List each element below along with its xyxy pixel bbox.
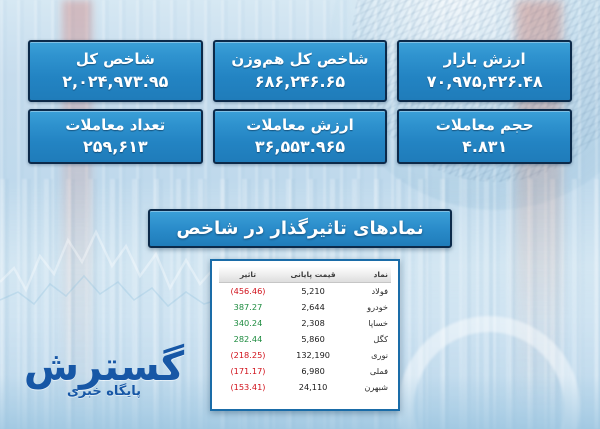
cell-closing-price: 5,210 — [301, 286, 325, 296]
kpi-value: ۳۶,۵۵۳.۹۶۵ — [254, 137, 346, 157]
logo-name: گسترش — [23, 344, 185, 390]
cell-closing-price: 2,308 — [301, 318, 325, 328]
kpi-row-1: ارزش بازار ۷۰,۹۷۵,۴۲۶.۴۸ شاخص کل هم‌وزن … — [27, 40, 572, 102]
kpi-card-trade-value[interactable]: ارزش معاملات ۳۶,۵۵۳.۹۶۵ — [212, 109, 388, 164]
kpi-value: ۷۰,۹۷۵,۴۲۶.۴۸ — [426, 71, 543, 91]
column-header-impact: تاثیر — [219, 267, 277, 283]
kpi-value: ۲۵۹,۶۱۳ — [82, 137, 148, 157]
table-row[interactable]: فولاد 5,210 (456.46) — [219, 283, 391, 300]
kpi-title: شاخص کل — [75, 50, 155, 69]
table-row[interactable]: کگل 5,860 282.44 — [219, 331, 391, 347]
kpi-cards-container: ارزش بازار ۷۰,۹۷۵,۴۲۶.۴۸ شاخص کل هم‌وزن … — [27, 40, 572, 171]
cell-symbol: شبهرن — [364, 382, 388, 392]
table-row[interactable]: شبهرن 24,110 (153.41) — [219, 379, 391, 395]
cell-impact: 282.44 — [233, 334, 263, 344]
background-line-chart — [0, 229, 230, 308]
cell-impact: (456.46) — [230, 286, 266, 296]
table-row[interactable]: خساپا 2,308 340.24 — [219, 315, 391, 331]
cell-symbol: خودرو — [367, 302, 388, 312]
table-body: فولاد 5,210 (456.46) خودرو 2,644 387.27 خساپا 2… — [219, 283, 391, 396]
table-header-row: نماد قیمت پایانی تاثیر — [219, 267, 391, 283]
kpi-title: تعداد معاملات — [65, 115, 166, 134]
cell-closing-price: 6,980 — [301, 366, 325, 376]
kpi-title: ارزش معاملات — [246, 115, 354, 134]
table-header: نماد قیمت پایانی تاثیر — [219, 267, 391, 283]
kpi-value: ۲,۰۲۴,۹۷۳.۹۵ — [62, 71, 169, 91]
cell-symbol: فولاد — [371, 286, 388, 296]
cell-closing-price: 2,644 — [301, 302, 325, 312]
kpi-title: حجم معاملات — [435, 115, 534, 134]
kpi-row-2: حجم معاملات ۴.۸۳۱ ارزش معاملات ۳۶,۵۵۳.۹۶… — [27, 109, 572, 164]
kpi-title: ارزش بازار — [443, 50, 526, 69]
table-row[interactable]: نوری 132,190 (218.25) — [219, 347, 391, 363]
kpi-card-total-index[interactable]: شاخص کل ۲,۰۲۴,۹۷۳.۹۵ — [27, 40, 203, 102]
cell-symbol: نوری — [371, 350, 388, 360]
cell-impact: 340.24 — [233, 318, 263, 328]
column-header-symbol: نماد — [349, 267, 391, 283]
logo-tagline: پایگاه خبری — [67, 384, 141, 399]
cell-closing-price: 132,190 — [296, 350, 330, 360]
kpi-title: شاخص کل هم‌وزن — [231, 50, 369, 69]
site-logo: گسترش پایگاه خبری — [18, 344, 190, 399]
table-row[interactable]: خودرو 2,644 387.27 — [219, 299, 391, 315]
table-row[interactable]: فملی 6,980 (171.17) — [219, 363, 391, 379]
section-title: نمادهای تاثیرگذار در شاخص — [176, 218, 424, 239]
kpi-value: ۶۸۶,۲۴۶.۶۵ — [254, 71, 346, 91]
cell-impact: (218.25) — [230, 350, 266, 360]
kpi-card-trade-count[interactable]: تعداد معاملات ۲۵۹,۶۱۳ — [27, 109, 203, 164]
impact-table: نماد قیمت پایانی تاثیر فولاد 5,210 (456.46… — [219, 267, 391, 395]
section-banner: نمادهای تاثیرگذار در شاخص — [148, 209, 452, 248]
cell-impact: 387.27 — [233, 302, 263, 312]
cell-symbol: کگل — [373, 334, 388, 344]
kpi-value: ۴.۸۳۱ — [462, 137, 508, 157]
impact-table-panel: نماد قیمت پایانی تاثیر فولاد 5,210 (456.46… — [210, 259, 400, 411]
kpi-card-trade-volume[interactable]: حجم معاملات ۴.۸۳۱ — [397, 109, 572, 164]
cell-symbol: فملی — [369, 366, 388, 376]
cell-closing-price: 5,860 — [301, 334, 325, 344]
cell-symbol: خساپا — [368, 318, 388, 328]
section-banner-container: نمادهای تاثیرگذار در شاخص — [0, 209, 600, 248]
column-header-price: قیمت پایانی — [276, 267, 350, 283]
cell-closing-price: 24,110 — [298, 382, 328, 392]
cell-impact: (153.41) — [230, 382, 266, 392]
cell-impact: (171.17) — [230, 366, 266, 376]
kpi-card-market-value[interactable]: ارزش بازار ۷۰,۹۷۵,۴۲۶.۴۸ — [397, 40, 572, 102]
kpi-card-equal-weight-index[interactable]: شاخص کل هم‌وزن ۶۸۶,۲۴۶.۶۵ — [212, 40, 388, 102]
